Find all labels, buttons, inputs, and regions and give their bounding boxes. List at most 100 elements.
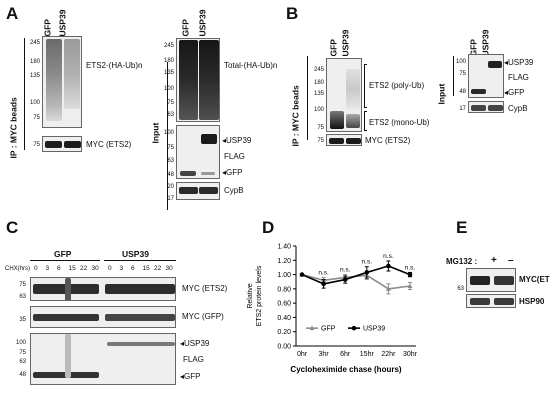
line-chart: 0.00 0.20 0.40 0.60 0.80 1.00 1.20 1.40 0hr 3hr 6h…: [247, 244, 418, 375]
label-total-ub: Total-(HA-Ub)n: [224, 61, 278, 70]
mw-marker: 17: [459, 106, 466, 112]
mw-marker: 63: [167, 112, 174, 118]
mw-marker: 135: [313, 91, 324, 97]
poly-bracket: [364, 64, 365, 108]
timepoint-label: 6: [57, 265, 61, 272]
mw-marker: 17: [167, 196, 174, 202]
y-tick-label: 0.00: [277, 344, 291, 351]
data-point-gfp: [407, 283, 413, 288]
lane-label-usp39: USP39: [340, 29, 351, 57]
mw-marker: 48: [167, 172, 174, 178]
timepoint-label: 3: [119, 265, 124, 272]
label-poly-ub: ETS2 (poly-Ub): [369, 81, 425, 90]
mw-marker: 135: [163, 70, 174, 76]
label-myc-ets2: MYC (ETS2): [86, 140, 132, 149]
group-label-usp39: USP39: [122, 249, 149, 259]
legend-label: GFP: [321, 326, 336, 333]
mw-marker: 100: [29, 100, 40, 106]
timepoint-label: 6: [131, 265, 135, 272]
mw-marker: 100: [163, 86, 174, 92]
blot-flag: [30, 333, 176, 385]
label-cypb: CypB: [224, 186, 244, 195]
arrow-left-icon: ◂: [180, 372, 185, 381]
blot-total-ub: [176, 38, 220, 122]
blot-myc-ets2: [466, 268, 516, 292]
label-cypb: CypB: [508, 104, 528, 113]
timepoint-label: 30: [165, 265, 173, 272]
mw-marker: 48: [19, 372, 26, 378]
arrow-left-icon: ◂: [222, 168, 227, 177]
group-label-gfp: GFP: [54, 249, 72, 259]
timepoint-label: 15: [68, 265, 76, 272]
ip-label: IP : MYC beads: [290, 85, 301, 147]
blot-ets2-ub: [42, 36, 82, 128]
lane-label-usp39: USP39: [197, 9, 208, 37]
lane-label-gfp: GFP: [180, 19, 191, 37]
mg132-label: MG132 :: [446, 257, 478, 266]
mw-marker: 48: [459, 89, 466, 95]
timepoint-label: 22: [80, 265, 88, 272]
label-gfp: ◂GFP: [222, 168, 243, 177]
blot-myc-ets2: [30, 277, 176, 301]
panel-letter-d: D: [262, 218, 275, 237]
data-point-usp39: [407, 272, 413, 277]
label-myc-ets2: MYC (ETS2): [365, 136, 411, 145]
label-ets2-ub: ETS2-(HA-Ub)n: [86, 61, 143, 70]
label-flag: FLAG: [224, 152, 245, 161]
timepoint-label: 22: [154, 265, 162, 272]
label-usp39: ◂USP39: [180, 339, 210, 348]
mw-marker: 35: [19, 317, 26, 323]
timepoint-label: 0: [108, 265, 112, 272]
lane-label-gfp: GFP: [328, 39, 339, 57]
ip-label: IP : MYC beads: [8, 97, 19, 159]
y-tick-label: 1.40: [277, 244, 291, 251]
mono-bracket: [364, 111, 365, 131]
mw-marker: 20: [167, 184, 174, 190]
x-tick-label: 3hr: [319, 351, 330, 358]
significance-label: n.s.: [383, 253, 394, 260]
mw-marker: 75: [33, 142, 40, 148]
label-usp39: ◂USP39: [504, 58, 534, 67]
y-axis-label: ETS2 protein levels: [256, 265, 263, 326]
mw-marker: 75: [33, 115, 40, 121]
data-point-usp39: [299, 272, 305, 277]
label-flag: FLAG: [183, 355, 204, 364]
mw-marker: 100: [313, 107, 324, 113]
arrow-left-icon: ◂: [222, 136, 227, 145]
panel-letter-c: C: [6, 218, 19, 237]
x-tick-label: 6hr: [340, 351, 351, 358]
mw-marker: 75: [317, 125, 324, 131]
mw-marker: 75: [167, 145, 174, 151]
data-point-usp39: [364, 270, 370, 275]
mw-marker: 180: [29, 59, 40, 65]
y-tick-label: 0.40: [277, 315, 291, 322]
x-tick-label: 30hr: [403, 351, 418, 358]
series-line-usp39: [301, 265, 411, 285]
mw-marker: 75: [317, 138, 324, 144]
blot-flag: [468, 54, 504, 98]
mw-marker: 100: [15, 340, 26, 346]
y-axis-label: Relative: [247, 283, 254, 308]
x-tick-label: 0hr: [297, 351, 308, 358]
lane-label-usp39: USP39: [480, 29, 491, 57]
mw-marker: 180: [163, 58, 174, 64]
mw-marker: 63: [167, 158, 174, 164]
data-point-usp39: [342, 277, 348, 282]
timepoint-label: 30: [91, 265, 99, 272]
mw-marker: 100: [163, 130, 174, 136]
data-point-usp39: [321, 281, 326, 287]
label-gfp: ◂GFP: [504, 88, 525, 97]
input-label: Input: [436, 83, 447, 105]
timepoint-label: 3: [45, 265, 50, 272]
mw-marker: 180: [313, 80, 324, 86]
mg132-minus: –: [508, 255, 514, 266]
label-hsp90: HSP90: [519, 297, 545, 306]
mw-marker: 245: [163, 43, 174, 49]
significance-label: n.s.: [362, 259, 373, 266]
lane-label-usp39: USP39: [57, 9, 68, 37]
ip-bracket: [24, 38, 25, 150]
label-flag: FLAG: [508, 73, 529, 82]
input-bracket: [167, 62, 168, 210]
panel-letter-e: E: [456, 218, 468, 237]
x-tick-label: 15hr: [360, 351, 375, 358]
